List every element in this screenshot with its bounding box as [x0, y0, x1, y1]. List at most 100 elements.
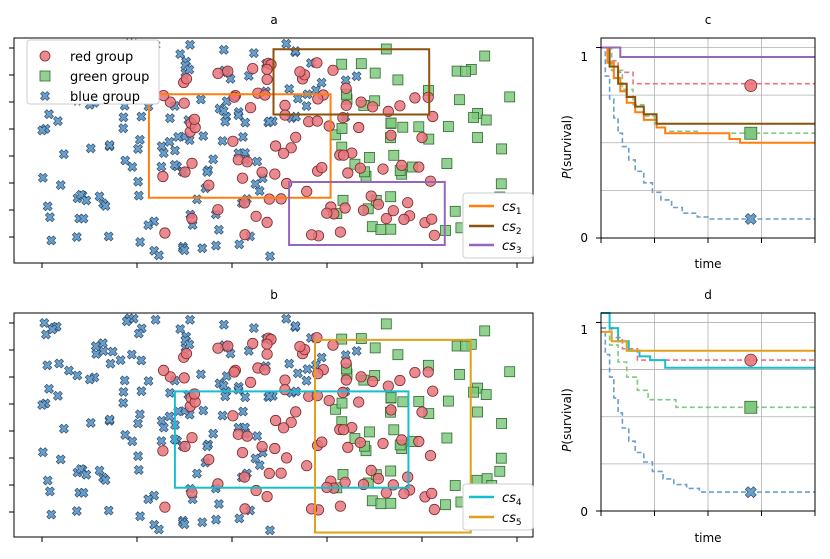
panel-a-title: a	[270, 13, 277, 27]
red-point	[290, 406, 302, 418]
series-blue-group	[601, 327, 815, 493]
panel-d-title: d	[704, 288, 712, 302]
red-point	[159, 501, 171, 513]
red-point	[261, 348, 273, 360]
red-point	[354, 436, 366, 449]
blue-point	[240, 392, 251, 403]
green-point	[442, 121, 454, 132]
red-point	[280, 177, 293, 190]
group-legend: red group green group blue group	[26, 39, 160, 105]
blue-point	[198, 131, 209, 141]
blue-point	[340, 75, 351, 86]
blue-point	[121, 316, 132, 327]
red-point	[279, 374, 291, 386]
green-point	[385, 497, 397, 509]
red-point	[259, 364, 271, 376]
red-point	[312, 93, 324, 105]
red-point	[222, 65, 234, 77]
green-point	[413, 395, 425, 407]
blue-point	[107, 346, 118, 357]
blue-point	[136, 355, 147, 366]
series-cs3	[601, 46, 815, 58]
red-point	[354, 162, 366, 174]
blue-point	[55, 454, 66, 465]
red-point	[263, 193, 275, 205]
red-point	[279, 99, 291, 112]
blue-point	[184, 64, 195, 75]
red-point	[261, 216, 273, 228]
red-point	[396, 434, 408, 446]
red-point	[245, 376, 257, 388]
red-point	[263, 467, 275, 479]
green-point	[495, 452, 507, 464]
red-point	[212, 342, 224, 354]
green-point	[472, 406, 484, 418]
red-point	[238, 197, 251, 209]
blue-point	[133, 328, 144, 339]
blue-point	[213, 499, 224, 509]
red-point	[365, 190, 377, 202]
red-point	[355, 371, 367, 383]
green-group-marker	[744, 126, 758, 140]
green-point	[496, 143, 508, 155]
red-point	[305, 229, 318, 241]
red-point	[409, 366, 421, 379]
blue-point	[218, 319, 229, 330]
blue-point	[143, 376, 154, 386]
box-legend-a: cs1 cs2 cs3	[462, 192, 534, 259]
red-point	[340, 357, 352, 369]
blue-point	[120, 155, 131, 166]
red-point	[261, 338, 273, 350]
blue-point	[250, 453, 261, 464]
blue-point	[126, 349, 137, 360]
red-point	[334, 226, 346, 238]
red-group-marker	[744, 79, 758, 93]
red-point	[321, 207, 333, 219]
red-point	[186, 487, 198, 499]
green-point	[392, 74, 404, 86]
blue-point	[195, 369, 206, 380]
survival-panel-c	[596, 37, 816, 243]
green-point	[397, 121, 409, 133]
blue-point	[133, 176, 144, 187]
blue-point	[52, 116, 63, 127]
red-point	[426, 213, 438, 225]
blue-point	[202, 441, 213, 452]
blue-point	[238, 131, 248, 142]
blue-point	[250, 179, 261, 189]
blue-point	[44, 383, 54, 394]
red-point	[212, 478, 224, 490]
legend-cs1-label: cs1	[502, 200, 522, 217]
blue-point	[179, 245, 190, 256]
red-point	[269, 442, 281, 455]
red-point	[353, 121, 365, 134]
blue-point	[153, 250, 164, 261]
blue-point	[175, 49, 186, 60]
blue-point	[134, 409, 145, 420]
green-point	[336, 123, 348, 134]
green-point	[385, 117, 397, 129]
group-legend-frame	[26, 39, 160, 105]
blue-point	[91, 349, 102, 359]
red-point	[353, 396, 365, 408]
green-point	[380, 318, 392, 330]
blue-point	[197, 517, 208, 528]
green-point	[441, 432, 453, 444]
blue-point	[104, 140, 115, 150]
blue-point	[37, 125, 48, 136]
blue-point	[94, 465, 105, 476]
blue-point	[281, 313, 292, 324]
legend-cs4-label: cs4	[502, 491, 522, 508]
red-point	[256, 166, 268, 178]
blue-point	[238, 406, 248, 417]
box-cs4	[173, 390, 410, 489]
blue-point	[284, 83, 295, 94]
green-point	[440, 499, 451, 511]
red-point	[159, 227, 171, 239]
green-point	[495, 178, 507, 190]
red-point	[294, 340, 306, 353]
blue-point	[71, 232, 82, 242]
green-point	[449, 480, 461, 491]
plot-frame	[600, 37, 816, 239]
red-point	[285, 142, 297, 154]
